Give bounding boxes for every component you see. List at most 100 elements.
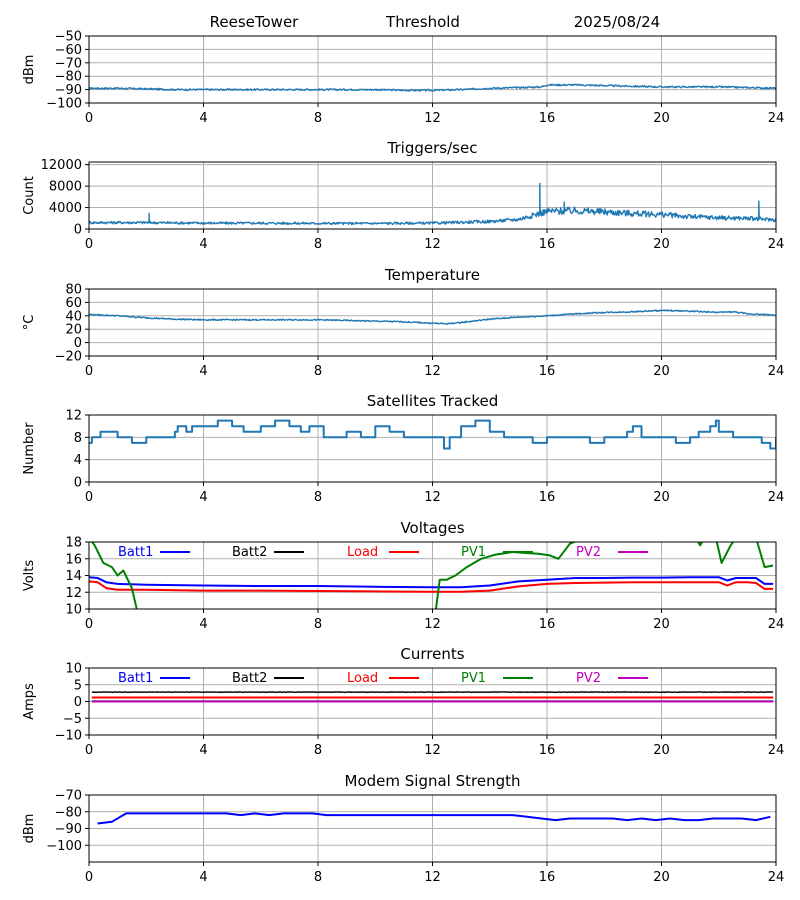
legend-entry: PV2: [576, 545, 601, 560]
y-tick-label: −100: [46, 839, 82, 854]
y-axis-label: Number: [22, 422, 37, 475]
x-tick-label: 0: [85, 617, 93, 632]
panel-modem: Modem Signal Strength dBm 0 4 8 12 16 20 24 −100 −…: [22, 772, 784, 885]
series-group: [89, 542, 774, 609]
series-line-batt1: [89, 576, 774, 589]
series-line-pv1: [90, 542, 138, 609]
x-tick-label: 20: [653, 237, 670, 252]
y-tick-label: 10: [65, 603, 82, 618]
y-tick-label: 8: [74, 431, 82, 446]
plot-frame: [88, 35, 777, 104]
y-tick-label: 60: [65, 296, 82, 311]
x-tick-label: 20: [653, 870, 670, 885]
panel-title: Voltages: [400, 519, 464, 537]
panel-signal: dBm 0 4 8 12 16 20 24 −100−90−80−70−60−50: [22, 30, 784, 127]
x-tick-label: 16: [539, 364, 556, 379]
y-tick-label: 10: [65, 662, 82, 677]
y-tick-label: 0: [74, 476, 82, 491]
x-tick-label: 4: [199, 111, 207, 126]
legend-entry: PV1: [461, 545, 486, 560]
panel-title: Modem Signal Strength: [345, 772, 521, 790]
y-tick-label: 20: [65, 323, 82, 338]
x-tick-label: 20: [653, 364, 670, 379]
series-line: [89, 309, 776, 325]
x-tick-label: 12: [424, 743, 441, 758]
x-tick-label: 8: [314, 743, 322, 758]
x-tick-label: 12: [424, 237, 441, 252]
y-tick-label: 16: [65, 552, 82, 567]
x-tick-label: 4: [199, 617, 207, 632]
y-tick-label: 14: [65, 569, 82, 584]
series-line-pv1: [715, 542, 735, 564]
x-tick-label: 0: [85, 111, 93, 126]
x-tick-label: 16: [539, 743, 556, 758]
x-tick-label: 0: [85, 870, 93, 885]
y-tick-label: 5: [74, 678, 82, 693]
x-tick-label: 16: [539, 870, 556, 885]
y-axis-label: Volts: [22, 560, 37, 592]
plot-frame: [88, 288, 777, 357]
series-group: [97, 812, 771, 825]
x-tick-label: 16: [539, 490, 556, 505]
legend-entry: Batt1: [118, 545, 153, 560]
series-line: [97, 812, 771, 825]
y-tick-label: 12: [65, 586, 82, 601]
plot-frame: [88, 414, 777, 483]
x-tick-label: 24: [768, 617, 785, 632]
x-tick-label: 0: [85, 743, 93, 758]
y-tick-label: −60: [55, 43, 82, 58]
x-tick-label: 8: [314, 111, 322, 126]
y-axis-label: °C: [22, 315, 37, 331]
series-line-pv1: [434, 542, 577, 609]
x-tick-label: 8: [314, 364, 322, 379]
y-tick-label: −70: [55, 789, 82, 804]
x-tick-label: 16: [539, 617, 556, 632]
x-tick-label: 4: [199, 364, 207, 379]
station-name: ReeseTower: [210, 13, 300, 31]
panel-title: Currents: [400, 645, 464, 663]
panel-currents: Currents Amps 0 4 8 12 16 20 24 −10 −5 0 510 Batt1 Bat…: [22, 645, 784, 758]
series-line-load: [89, 580, 774, 593]
x-tick-label: 24: [768, 490, 785, 505]
series-group: [91, 691, 774, 703]
y-tick-label: −90: [55, 822, 82, 837]
y-tick-label: −20: [55, 350, 82, 365]
x-tick-label: 20: [653, 743, 670, 758]
y-axis-label: Count: [22, 176, 37, 215]
legend-entry: Batt2: [232, 671, 267, 686]
x-tick-label: 24: [768, 743, 785, 758]
x-tick-label: 4: [199, 237, 207, 252]
x-tick-label: 20: [653, 111, 670, 126]
legend-entry: PV1: [461, 671, 486, 686]
y-tick-label: 4: [74, 453, 82, 468]
y-tick-label: −50: [55, 30, 82, 45]
y-axis-label: Amps: [22, 683, 37, 720]
y-tick-label: 12000: [41, 158, 82, 173]
y-tick-label: 0: [74, 695, 82, 710]
legend-entry: PV2: [576, 671, 601, 686]
x-tick-label: 20: [653, 490, 670, 505]
x-tick-label: 0: [85, 490, 93, 505]
report-date: 2025/08/24: [574, 13, 660, 31]
y-tick-label: 0: [74, 223, 82, 238]
x-tick-label: 12: [424, 490, 441, 505]
panel-title: Temperature: [384, 266, 480, 284]
y-tick-label: −5: [63, 712, 82, 727]
x-tick-label: 24: [768, 111, 785, 126]
x-tick-label: 4: [199, 490, 207, 505]
y-tick-label: −100: [46, 97, 82, 112]
x-tick-label: 0: [85, 237, 93, 252]
panel-satellites: Satellites Tracked Number 0 4 8 12 16 20 24 0 4 8 12: [22, 392, 784, 505]
y-tick-label: 12: [65, 409, 82, 424]
legend-entry: Load: [347, 545, 378, 560]
x-tick-label: 20: [653, 617, 670, 632]
y-tick-label: 80: [65, 283, 82, 298]
y-axis-label: dBm: [22, 814, 37, 844]
legend-entry: Batt2: [232, 545, 267, 560]
x-tick-label: 24: [768, 870, 785, 885]
y-tick-label: −80: [55, 70, 82, 85]
x-tick-label: 4: [199, 870, 207, 885]
